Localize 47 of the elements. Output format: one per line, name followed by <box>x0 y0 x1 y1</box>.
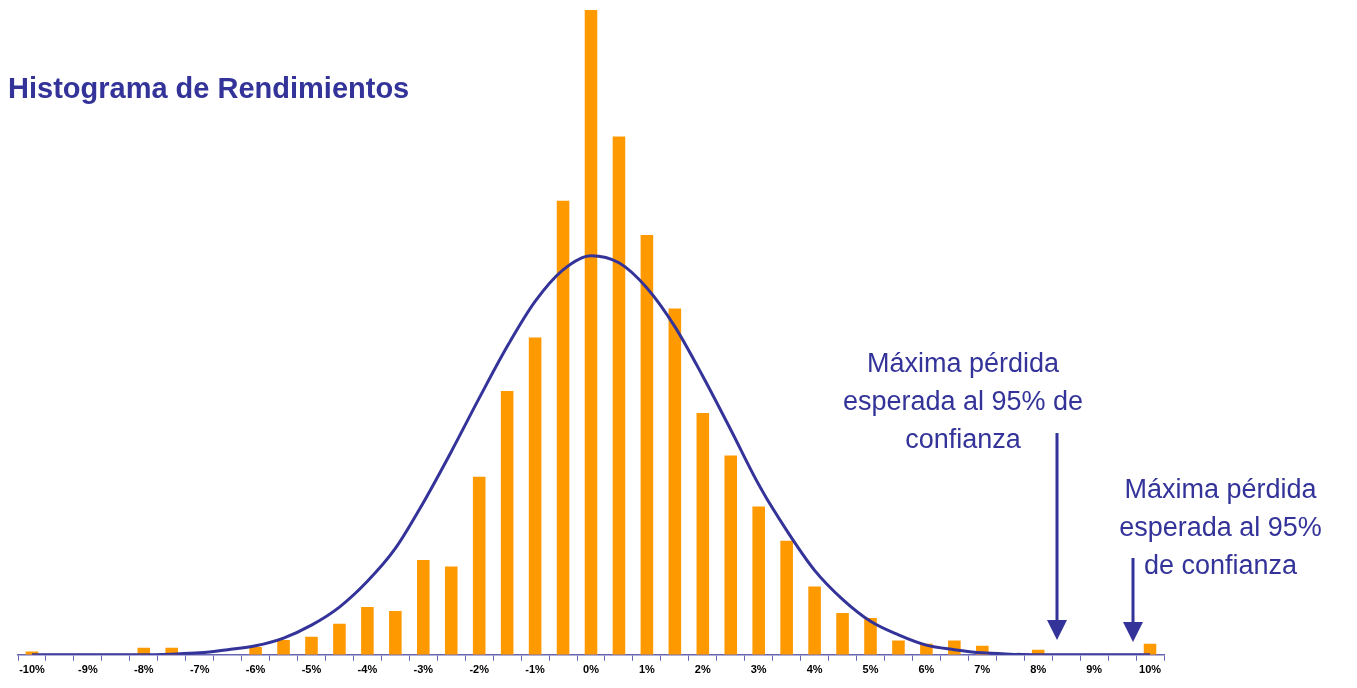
x-tick-label: -7% <box>189 663 210 676</box>
bar <box>389 610 402 655</box>
bar <box>836 612 849 655</box>
x-tick-label: 2% <box>694 663 711 676</box>
x-tick-label: 1% <box>638 663 656 676</box>
bar <box>361 607 374 655</box>
x-tick-label: 4% <box>806 663 823 676</box>
bar <box>277 639 290 655</box>
bar <box>333 623 346 655</box>
x-tick-label: -6% <box>245 663 266 676</box>
bar <box>724 455 738 655</box>
x-tick-label: 6% <box>918 663 935 676</box>
x-tick-label: 7% <box>974 663 991 676</box>
bar <box>556 200 570 655</box>
bar <box>444 566 458 655</box>
bar <box>892 640 905 655</box>
text: Histograma de Rendimientos <box>8 72 410 105</box>
bar <box>417 560 430 655</box>
x-tick-label: -4% <box>357 663 378 676</box>
x-tick-label: -2% <box>469 663 490 676</box>
bar <box>864 618 877 655</box>
annotation: Máxima pérdida esperada al 95% de confianza <box>1108 470 1333 584</box>
bar <box>808 586 821 655</box>
bar <box>584 10 598 655</box>
bar <box>528 337 542 655</box>
annotation: Máxima pérdida esperada al 95% de confianza <box>808 344 1118 458</box>
x-tick-label: -9% <box>78 663 98 676</box>
bar <box>500 391 514 655</box>
x-tick-label: -5% <box>301 663 322 676</box>
bar <box>668 308 682 655</box>
x-tick-label: 3% <box>750 663 767 676</box>
bar <box>305 636 318 655</box>
x-tick-label: 9% <box>1086 663 1103 676</box>
bar <box>780 540 793 655</box>
x-tick-label: 10% <box>1139 663 1162 676</box>
bar <box>752 506 765 655</box>
x-tick-label: -10% <box>19 663 46 676</box>
x-tick-label: 0% <box>583 663 600 676</box>
bar <box>640 235 654 655</box>
bar <box>612 136 626 655</box>
bar <box>472 476 486 655</box>
x-tick-label: -8% <box>134 663 154 676</box>
x-tick-label: 5% <box>862 663 879 676</box>
bar <box>696 413 710 655</box>
x-tick-label: -1% <box>525 663 546 676</box>
x-tick-label: -3% <box>413 663 434 676</box>
x-tick-label: 8% <box>1030 663 1047 676</box>
